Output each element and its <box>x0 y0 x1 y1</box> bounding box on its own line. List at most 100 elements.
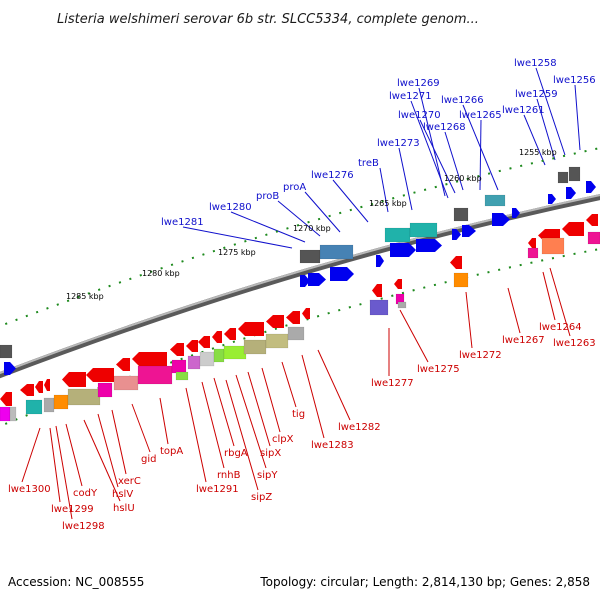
connector-lwe1275 <box>399 309 429 363</box>
accession-text: Accession: NC_008555 <box>8 575 144 589</box>
backbone-line <box>0 193 600 379</box>
gene-label-lwe1256: lwe1256 <box>553 75 596 86</box>
gene-block-rev-16 <box>265 333 289 349</box>
tick-label-1280-kbp: 1280 kbp <box>142 269 180 278</box>
gene-label-lwe1280: lwe1280 <box>209 202 252 213</box>
gene-block-fwd-1 <box>319 244 354 260</box>
tick-label-1275-kbp: 1275 kbp <box>218 248 256 257</box>
gene-label-lwe1271: lwe1271 <box>389 91 432 102</box>
connector-tig <box>281 361 297 408</box>
gene-label-rnhb: rnhB <box>217 470 241 481</box>
tick-label-1260-kbp: 1260 kbp <box>444 174 482 183</box>
connector-sipz <box>225 379 259 491</box>
gene-arrow-rev-10 <box>212 331 222 343</box>
gene-label-hslu: hslU <box>113 503 135 514</box>
gene-block-rev-3 <box>43 397 55 413</box>
connector-cody <box>65 423 83 487</box>
connector-sipy <box>235 374 267 469</box>
gene-block-rev-14 <box>223 345 247 360</box>
gene-arrow-fwd-11 <box>566 187 576 199</box>
gene-label-lwe1298: lwe1298 <box>62 521 105 532</box>
connector-gid <box>131 403 151 453</box>
gene-block-rev-8 <box>137 365 173 385</box>
gene-label-lwe1283: lwe1283 <box>311 440 354 451</box>
gene-block-fwd-4 <box>453 207 469 222</box>
connector-lwe1276 <box>332 179 369 223</box>
connector-lwe1271 <box>410 100 449 199</box>
connector-lwe1280 <box>230 211 306 243</box>
map-title: Listeria welshimeri serovar 6b str. SLCC… <box>57 12 479 27</box>
gene-block-fwd-5 <box>484 194 506 207</box>
connector-sipx <box>247 371 271 447</box>
gene-arrow-rev-12 <box>238 322 264 336</box>
gene-label-hslv: hslV <box>112 489 133 500</box>
gene-label-xerc: xerC <box>118 476 141 487</box>
connector-lwe1283 <box>301 354 325 439</box>
gene-arrow-fwd-7 <box>462 225 476 237</box>
gene-block-rev-10 <box>175 371 189 381</box>
connector-prob <box>277 200 321 237</box>
gene-label-lwe1299: lwe1299 <box>51 504 94 515</box>
gene-arrow-rev-15 <box>302 308 310 319</box>
gene-block-rev-6 <box>97 382 113 398</box>
gene-label-treb: treB <box>358 158 379 169</box>
gene-block-rev-2 <box>25 399 43 415</box>
gene-block-rev-20 <box>397 301 407 309</box>
gene-arrow-fwd-10 <box>548 194 556 204</box>
gene-label-lwe1265: lwe1265 <box>459 110 502 121</box>
connector-lwe1263 <box>549 267 571 337</box>
gene-block-rev-22 <box>527 247 539 259</box>
gene-label-rbga: rbgA <box>224 448 248 459</box>
tick-label-1270-kbp: 1270 kbp <box>293 224 331 233</box>
gene-arrow-rev-22 <box>0 392 12 406</box>
gene-block-rev-21 <box>453 272 469 288</box>
gene-label-lwe1269: lwe1269 <box>397 78 440 89</box>
connector-lwe1300 <box>21 427 41 483</box>
genome-summary-text: Topology: circular; Length: 2,814,130 bp… <box>259 575 590 589</box>
gene-label-lwe1276: lwe1276 <box>311 170 354 181</box>
gene-arrow-fwd-13 <box>4 362 16 375</box>
connector-lwe1298 <box>55 425 73 520</box>
gene-label-lwe1275: lwe1275 <box>417 364 460 375</box>
grid-dots <box>0 147 600 428</box>
connector-lwe1259 <box>536 98 556 161</box>
gene-arrow-rev-16 <box>372 284 382 297</box>
gene-label-lwe1281: lwe1281 <box>161 217 204 228</box>
connector-lwe1273 <box>398 147 413 211</box>
connector-hslu <box>83 419 121 502</box>
gene-block-fwd-2 <box>384 227 411 243</box>
gene-arrow-fwd-9 <box>512 208 520 218</box>
gene-block-rev-12 <box>199 351 215 367</box>
gene-arrow-fwd-2 <box>330 267 354 281</box>
gene-label-lwe1300: lwe1300 <box>8 484 51 495</box>
connector-rnhb <box>201 381 225 469</box>
gene-label-lwe1277: lwe1277 <box>371 378 414 389</box>
gene-arrow-rev-2 <box>44 379 50 391</box>
grid-ring-0 <box>0 147 600 328</box>
gene-label-lwe1273: lwe1273 <box>377 138 420 149</box>
connector-treb <box>379 167 389 213</box>
gene-block-rev-5 <box>67 388 101 406</box>
gene-arrow-rev-18 <box>450 256 462 269</box>
gene-label-cody: codY <box>73 488 98 499</box>
scale-ticks: 1255 kbp 1260 kbp 1265 kbp 1270 kbp 1275 kbp… <box>66 148 557 301</box>
gene-arrow-rev-17 <box>394 279 402 289</box>
gene-block-rev-4 <box>53 394 69 410</box>
connector-lwe1299 <box>49 427 61 503</box>
connector-lwe1256 <box>574 84 581 151</box>
gene-arrow-fwd-0 <box>300 275 310 287</box>
gene-label-sipz: sipZ <box>251 492 272 503</box>
gene-block-fwd-6 <box>557 171 569 184</box>
gene-arrow-rev-21 <box>586 214 598 226</box>
gene-label-sipy: sipY <box>257 470 278 481</box>
gene-arrow-fwd-5 <box>416 239 442 252</box>
gene-block-rev-23 <box>541 237 565 255</box>
gene-arrow-rev-6 <box>132 352 167 366</box>
gene-arrow-fwd-3 <box>376 255 384 267</box>
gene-arrow-rev-11 <box>224 328 236 340</box>
gene-arrow-rev-1 <box>35 381 43 393</box>
connector-lwe1264 <box>542 271 556 321</box>
gene-label-clpx: clpX <box>272 434 294 445</box>
